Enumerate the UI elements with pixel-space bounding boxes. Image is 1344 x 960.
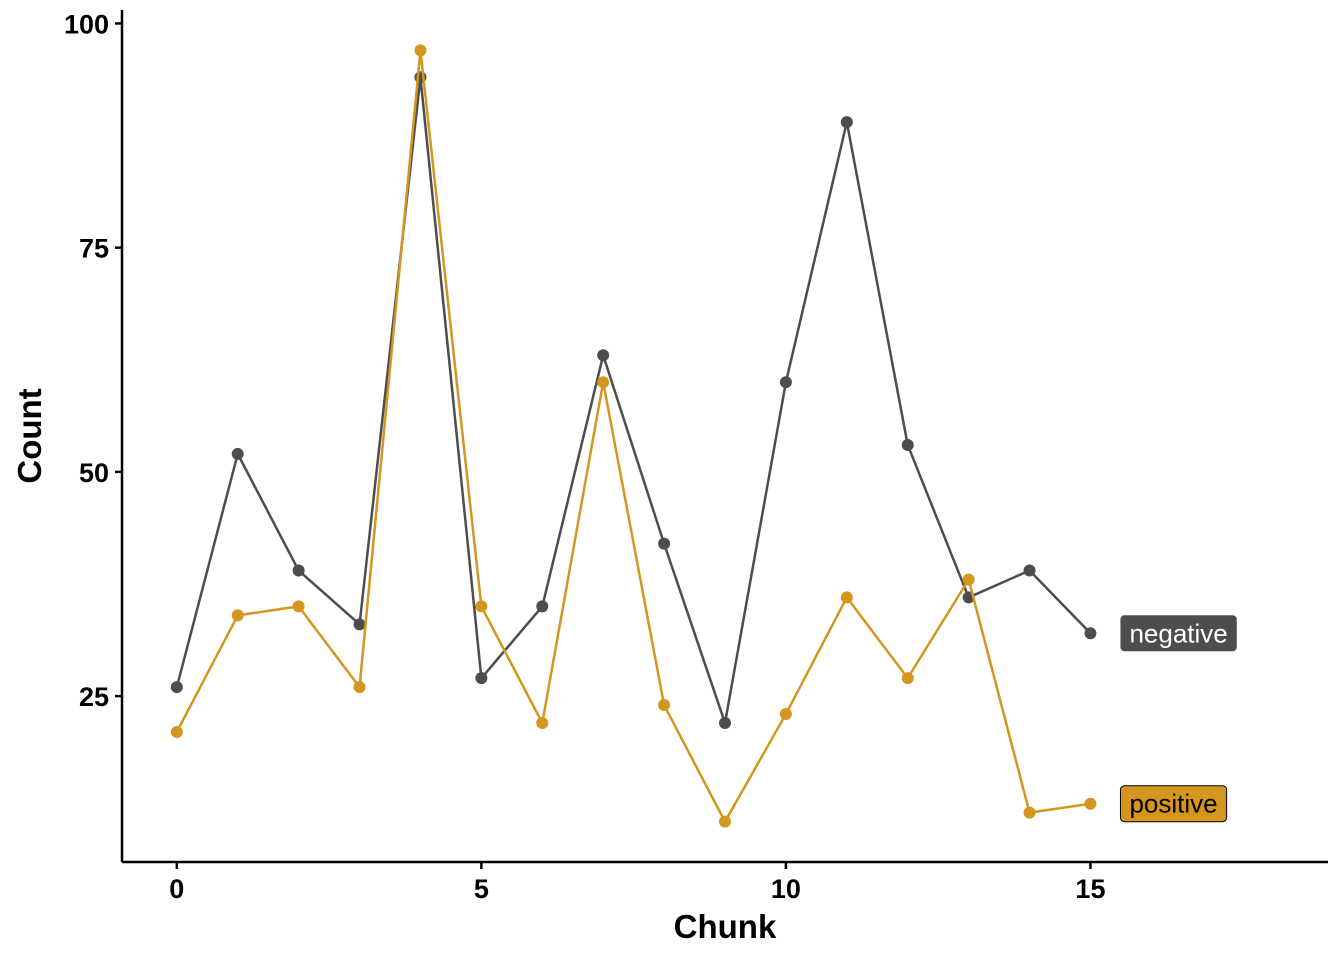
data-point-negative xyxy=(719,716,731,729)
data-point-negative xyxy=(1023,564,1036,577)
data-point-negative xyxy=(658,537,671,550)
y-tick-label: 50 xyxy=(79,458,109,488)
x-tick-label: 0 xyxy=(169,874,184,904)
data-point-positive xyxy=(901,672,914,685)
data-point-negative xyxy=(779,376,792,389)
data-point-positive xyxy=(658,699,671,712)
data-point-positive xyxy=(536,716,549,729)
data-point-negative xyxy=(840,116,853,129)
series-layer xyxy=(170,44,1097,828)
axes: 25 50 75 100 0 5 10 15 xyxy=(64,9,1328,904)
data-point-negative xyxy=(353,618,366,631)
data-point-positive xyxy=(719,815,731,828)
data-point-negative xyxy=(536,600,549,613)
data-point-positive xyxy=(597,376,610,389)
data-point-negative xyxy=(475,672,488,685)
data-point-positive xyxy=(475,600,488,613)
data-point-positive xyxy=(353,681,366,694)
data-point-positive xyxy=(292,600,305,613)
data-point-negative xyxy=(170,681,183,694)
x-tick-label: 15 xyxy=(1075,874,1105,904)
data-point-positive xyxy=(1084,797,1097,810)
x-tick-label: 10 xyxy=(771,874,801,904)
series-positive xyxy=(170,44,1097,828)
series-end-labels: negative positive xyxy=(1119,615,1237,823)
series-negative xyxy=(170,71,1097,729)
data-point-positive xyxy=(779,708,792,721)
y-tick-label: 100 xyxy=(64,9,109,39)
data-point-positive xyxy=(1023,806,1036,819)
data-point-positive xyxy=(840,591,853,604)
end-label-text: negative xyxy=(1129,618,1227,648)
data-point-negative xyxy=(292,564,305,577)
end-label-box xyxy=(1119,785,1228,823)
data-point-positive xyxy=(414,44,427,57)
series-line-negative xyxy=(175,76,1092,725)
end-label-positive: positive xyxy=(1119,785,1228,823)
data-point-negative xyxy=(901,438,914,451)
y-axis-title: Count xyxy=(11,388,48,483)
y-tick-label: 25 xyxy=(79,682,109,712)
data-point-negative xyxy=(1084,627,1097,640)
data-point-negative xyxy=(231,447,244,460)
data-point-positive xyxy=(231,609,244,622)
series-line-positive xyxy=(175,49,1091,823)
end-label-box xyxy=(1120,615,1237,652)
data-point-positive xyxy=(962,573,975,586)
data-point-positive xyxy=(170,725,183,738)
end-label-negative: negative xyxy=(1120,615,1237,652)
x-tick-label: 5 xyxy=(474,874,489,904)
x-axis-ticks: 0 5 10 15 xyxy=(169,862,1105,904)
end-label-text: positive xyxy=(1129,789,1217,819)
y-axis-ticks: 25 50 75 100 xyxy=(64,9,122,712)
data-point-negative xyxy=(597,349,610,362)
y-tick-label: 75 xyxy=(79,234,109,264)
x-axis-title: Chunk xyxy=(674,908,777,945)
